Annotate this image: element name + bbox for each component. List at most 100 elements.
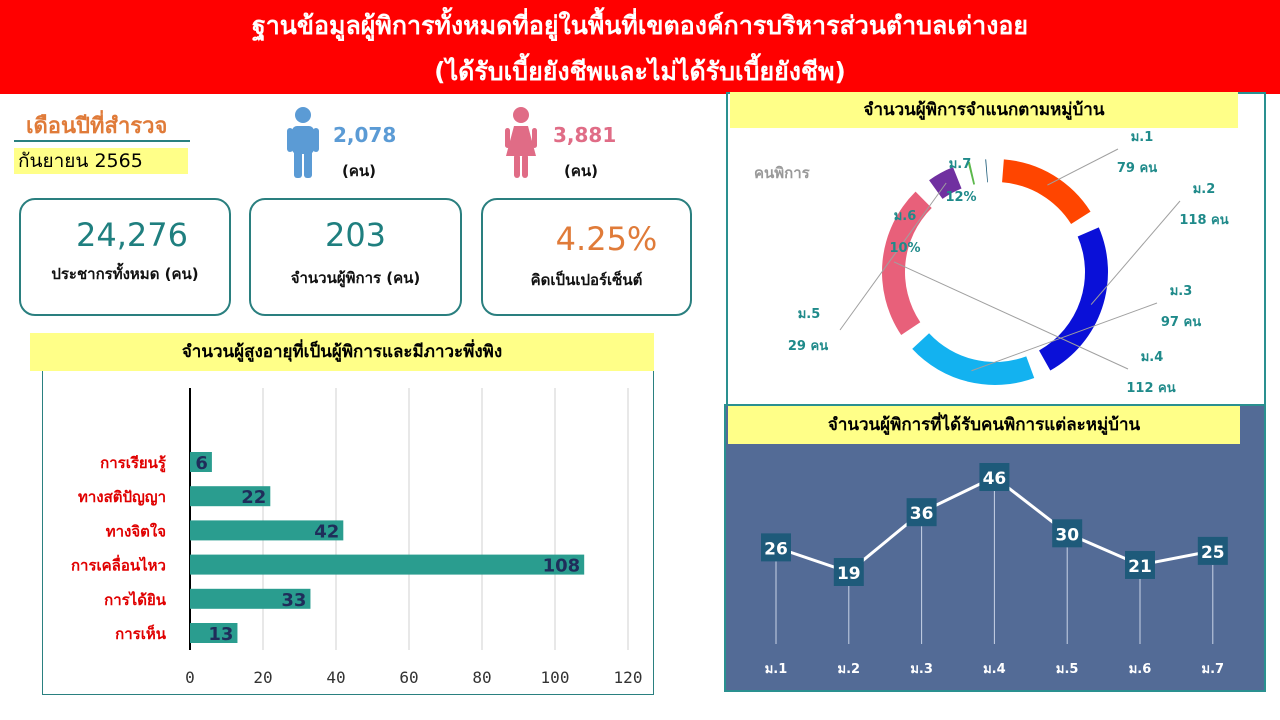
male-unit: (คน) bbox=[342, 162, 376, 180]
bar-x-tick-label: 100 bbox=[541, 668, 570, 687]
stat-card-disabled: 203 จำนวนผู้พิการ (คน) bbox=[249, 198, 462, 316]
donut-slice bbox=[929, 167, 962, 199]
donut-leader-line bbox=[1090, 200, 1181, 305]
bar bbox=[190, 452, 212, 472]
line-point-marker bbox=[1052, 519, 1083, 548]
bar-value-label: 6 bbox=[195, 453, 208, 474]
donut-slice-name: ม.5 bbox=[798, 307, 821, 322]
header-banner: ฐานข้อมูลผู้พิการทั้งหมดที่อยู่ในพื้นที่… bbox=[0, 0, 1280, 94]
donut-slice bbox=[967, 161, 976, 185]
bar-x-tick-label: 80 bbox=[472, 668, 491, 687]
donut-slice bbox=[882, 191, 932, 336]
bar-chart-frame bbox=[42, 371, 654, 695]
bar-category-label: การเห็น bbox=[115, 624, 167, 643]
donut-slice-label: 118 คน bbox=[1179, 213, 1228, 228]
bar-x-tick-label: 60 bbox=[399, 668, 418, 687]
donut-slice-label: 29 คน bbox=[788, 339, 828, 354]
male-person-icon bbox=[287, 107, 319, 178]
bar-value-label: 108 bbox=[543, 556, 581, 577]
donut-chart-frame bbox=[726, 92, 1266, 406]
line-point-marker bbox=[1125, 550, 1155, 579]
percent-label: คิดเป็นเปอร์เซ็นต์ bbox=[530, 271, 643, 289]
bar bbox=[190, 486, 271, 507]
donut-slice-label: 97 คน bbox=[1161, 315, 1201, 330]
bar bbox=[190, 554, 585, 575]
line-point-marker bbox=[1197, 536, 1228, 565]
line-x-label: ม.6 bbox=[1129, 662, 1152, 677]
donut-slice-label: 79 คน bbox=[1117, 161, 1157, 176]
donut-slice-name: ม.3 bbox=[1170, 284, 1193, 299]
line-x-label: ม.1 bbox=[765, 662, 788, 677]
bar-value-label: 13 bbox=[208, 624, 233, 645]
male-count: 2,078 bbox=[333, 123, 397, 147]
line-x-label: ม.2 bbox=[838, 662, 861, 677]
line-x-label: ม.4 bbox=[983, 662, 1006, 677]
line-point-label: 21 bbox=[1128, 557, 1152, 577]
donut-leader-line bbox=[839, 182, 947, 331]
donut-slice-label: 10% bbox=[889, 241, 920, 256]
donut-slice bbox=[1039, 227, 1109, 371]
line-x-label: ม.7 bbox=[1202, 662, 1225, 677]
bar-value-label: 42 bbox=[314, 521, 339, 542]
line-point-marker bbox=[761, 533, 791, 562]
female-person-icon bbox=[505, 107, 537, 178]
stat-card-percent: 4.25% คิดเป็นเปอร์เซ็นต์ bbox=[481, 198, 692, 316]
bar-x-tick-label: 0 bbox=[185, 668, 195, 687]
population-value: 24,276 bbox=[76, 216, 188, 254]
donut-slice-name: ม.1 bbox=[1131, 130, 1154, 145]
line-point-label: 30 bbox=[1055, 525, 1079, 545]
line-point-marker bbox=[906, 498, 937, 527]
donut-slice bbox=[985, 159, 988, 183]
donut-slice-label: 112 คน bbox=[1126, 381, 1175, 396]
bar-category-label: ทางสติปัญญา bbox=[78, 488, 166, 506]
donut-slice-label: 12% bbox=[945, 190, 976, 205]
female-count: 3,881 bbox=[553, 123, 617, 147]
line-point-marker bbox=[833, 558, 864, 586]
bar-value-label: 22 bbox=[241, 487, 266, 508]
survey-date: กันยายน 2565 bbox=[14, 148, 188, 174]
line-point-label: 36 bbox=[910, 504, 934, 524]
bar-chart-title: จำนวนผู้สูงอายุที่เป็นผู้พิการและมีภาวะพ… bbox=[30, 333, 654, 371]
donut-slice-name: ม.4 bbox=[1141, 350, 1164, 365]
disabled-label: จำนวนผู้พิการ (คน) bbox=[290, 269, 421, 287]
bar bbox=[190, 623, 238, 643]
page-title: ฐานข้อมูลผู้พิการทั้งหมดที่อยู่ในพื้นที่… bbox=[251, 11, 1029, 40]
disabled-value: 203 bbox=[324, 216, 387, 254]
line-x-label: ม.5 bbox=[1056, 662, 1079, 677]
donut-series-label: คนพิการ bbox=[754, 164, 810, 182]
percent-value: 4.25% bbox=[555, 220, 658, 258]
bar-category-label: ทางจิตใจ bbox=[106, 522, 166, 540]
bar bbox=[190, 588, 311, 609]
page-subtitle: (ได้รับเบี้ยยังชีพและไม่ได้รับเบี้ยยังชี… bbox=[434, 57, 846, 86]
bar-category-label: การได้ยิน bbox=[104, 590, 167, 609]
donut-slice bbox=[1002, 159, 1091, 224]
divider bbox=[14, 140, 190, 142]
donut-chart-title: จำนวนผู้พิการจำแนกตามหมู่บ้าน bbox=[730, 92, 1238, 128]
population-label: ประชากรทั้งหมด (คน) bbox=[51, 265, 199, 283]
bar-x-tick-label: 40 bbox=[326, 668, 345, 687]
donut-slice-name: ม.7 bbox=[949, 157, 972, 172]
bar-value-label: 33 bbox=[281, 590, 306, 611]
donut-slice bbox=[912, 333, 1035, 386]
donut-leader-line bbox=[971, 302, 1158, 372]
donut-slice-name: ม.2 bbox=[1193, 182, 1216, 197]
stat-card-population: 24,276 ประชากรทั้งหมด (คน) bbox=[19, 198, 231, 316]
bar-x-tick-label: 20 bbox=[253, 668, 272, 687]
bar bbox=[190, 520, 344, 541]
female-unit: (คน) bbox=[564, 162, 598, 180]
bar-category-label: การเรียนรู้ bbox=[100, 454, 167, 473]
line-x-label: ม.3 bbox=[910, 662, 933, 677]
donut-slice-name: ม.6 bbox=[894, 209, 917, 224]
donut-leader-line bbox=[1047, 148, 1119, 186]
bar-x-tick-label: 120 bbox=[614, 668, 643, 687]
line-point-label: 26 bbox=[764, 539, 788, 559]
donut-leader-line bbox=[893, 261, 1129, 370]
line-point-label: 19 bbox=[837, 564, 861, 584]
line-point-label: 46 bbox=[983, 469, 1007, 489]
bar-category-label: การเคลื่อนไหว bbox=[71, 555, 166, 575]
survey-label: เดือนปีที่สำรวจ bbox=[26, 114, 168, 139]
line-point-marker bbox=[979, 463, 1010, 491]
